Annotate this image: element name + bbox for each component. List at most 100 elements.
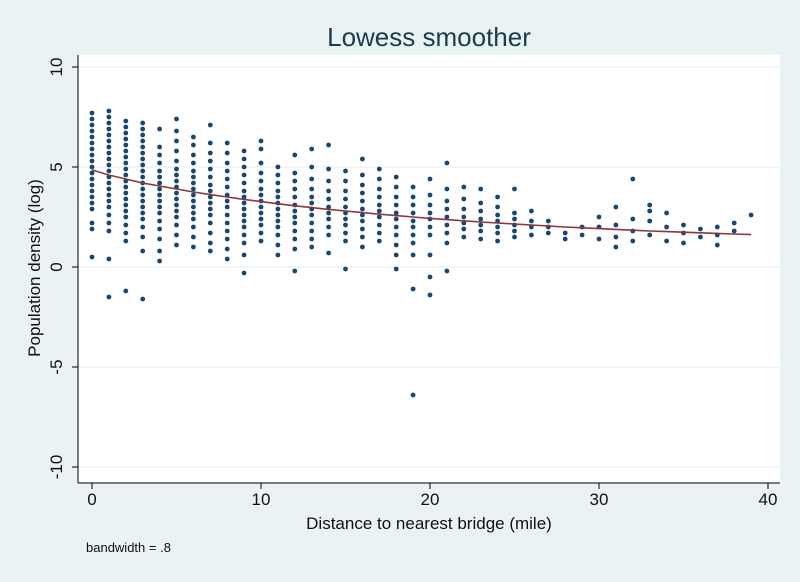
- data-point: [326, 142, 331, 148]
- data-point: [427, 210, 433, 216]
- data-point: [89, 220, 95, 226]
- data-point: [140, 248, 146, 254]
- data-point: [140, 216, 146, 222]
- data-point: [343, 230, 348, 236]
- data-point: [512, 210, 517, 216]
- data-point: [106, 162, 112, 168]
- data-point: [106, 294, 112, 300]
- data-point: [123, 208, 129, 214]
- data-point: [191, 224, 196, 230]
- data-point: [292, 268, 298, 274]
- data-point: [292, 214, 298, 220]
- data-point: [461, 234, 467, 240]
- data-point: [444, 160, 450, 166]
- data-point: [191, 134, 196, 140]
- data-point: [241, 194, 247, 200]
- data-point: [123, 166, 129, 172]
- data-point: [376, 166, 382, 172]
- data-point: [309, 212, 315, 218]
- data-point: [140, 210, 146, 216]
- data-point: [191, 152, 196, 158]
- data-point: [427, 292, 433, 298]
- data-point: [326, 204, 331, 210]
- data-point: [613, 222, 619, 228]
- data-point: [241, 200, 247, 206]
- data-point: [123, 184, 129, 190]
- data-point: [191, 198, 196, 204]
- data-point: [410, 392, 416, 398]
- data-point: [241, 180, 247, 186]
- data-point: [106, 120, 112, 126]
- data-point: [224, 184, 230, 190]
- data-point: [157, 186, 163, 192]
- data-point: [224, 256, 230, 262]
- data-point: [140, 234, 146, 240]
- data-point: [410, 286, 416, 292]
- data-point: [89, 158, 95, 164]
- data-point: [106, 228, 112, 234]
- data-point: [495, 204, 500, 210]
- data-point: [630, 176, 636, 182]
- data-point: [258, 146, 264, 152]
- data-point: [174, 196, 179, 202]
- data-point: [174, 178, 179, 184]
- data-point: [393, 266, 399, 272]
- data-point: [292, 246, 298, 252]
- data-point: [292, 186, 298, 192]
- data-point: [410, 184, 416, 190]
- data-point: [292, 152, 298, 158]
- data-point: [241, 148, 247, 154]
- data-point: [207, 230, 213, 236]
- data-point: [106, 156, 112, 162]
- data-point: [461, 220, 467, 226]
- data-point: [562, 236, 568, 242]
- scatter-points: [89, 108, 754, 398]
- data-point: [275, 232, 281, 238]
- data-point: [89, 206, 95, 212]
- data-point: [241, 212, 247, 218]
- data-point: [748, 212, 754, 218]
- data-point: [444, 268, 450, 274]
- data-point: [275, 172, 281, 178]
- data-point: [495, 230, 500, 236]
- data-point: [157, 248, 163, 254]
- data-point: [241, 156, 247, 162]
- data-point: [647, 202, 653, 208]
- data-point: [207, 240, 213, 246]
- data-point: [89, 254, 95, 260]
- data-point: [191, 216, 196, 222]
- data-point: [275, 212, 281, 218]
- data-point: [360, 156, 365, 162]
- data-point: [376, 208, 382, 214]
- data-point: [207, 212, 213, 218]
- data-point: [360, 244, 365, 250]
- data-point: [529, 218, 534, 224]
- data-point: [275, 164, 281, 170]
- data-point: [207, 122, 213, 128]
- data-point: [140, 198, 146, 204]
- data-point: [393, 202, 399, 208]
- data-point: [410, 202, 416, 208]
- data-point: [292, 220, 298, 226]
- data-point: [360, 182, 365, 188]
- data-point: [393, 184, 399, 190]
- y-tick-label: 5: [47, 162, 66, 171]
- data-point: [647, 208, 653, 214]
- data-point: [461, 196, 467, 202]
- data-point: [258, 204, 264, 210]
- data-point: [174, 202, 179, 208]
- data-point: [393, 242, 399, 248]
- data-point: [427, 176, 433, 182]
- data-point: [191, 204, 196, 210]
- data-point: [410, 252, 416, 258]
- data-point: [224, 150, 230, 156]
- data-point: [275, 252, 281, 258]
- data-point: [376, 202, 382, 208]
- data-point: [106, 204, 112, 210]
- data-point: [174, 208, 179, 214]
- data-point: [174, 158, 179, 164]
- data-point: [478, 222, 484, 228]
- data-point: [89, 164, 95, 170]
- plot-area: [78, 55, 780, 483]
- data-point: [140, 168, 146, 174]
